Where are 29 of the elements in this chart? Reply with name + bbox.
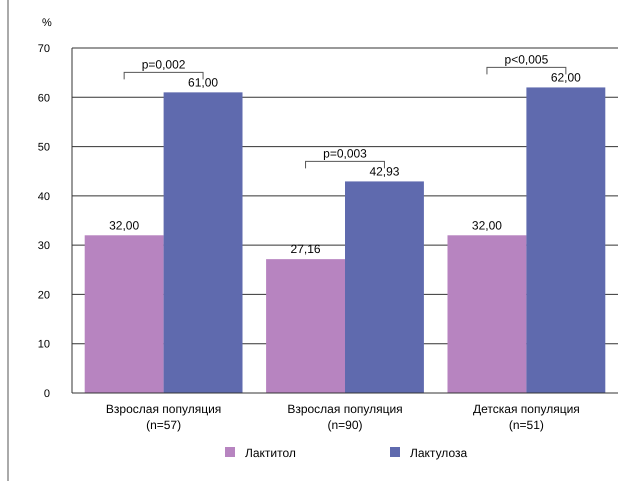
bar — [164, 92, 243, 393]
annotation: p<0,005 — [504, 52, 549, 66]
y-tick-label: 30 — [38, 240, 50, 252]
data-label: 32,00 — [472, 218, 502, 232]
data-label: 62,00 — [550, 70, 582, 84]
annotation: p=0,003 — [323, 146, 368, 160]
y-tick-label: 40 — [38, 190, 50, 203]
y-tick-label: 50 — [38, 142, 50, 154]
y-tick-label: 10 — [38, 338, 50, 351]
y-tick-label: 0 — [44, 388, 50, 400]
y-axis-title: % — [42, 17, 52, 29]
y-tick-label: 20 — [38, 289, 50, 302]
bar — [447, 235, 526, 393]
bar — [526, 87, 606, 393]
data-label: 27,16 — [290, 242, 321, 256]
bar — [84, 235, 164, 393]
data-label: 32,00 — [109, 218, 140, 232]
bar — [345, 181, 424, 393]
bar — [266, 259, 345, 393]
x-tick-label: Взрослая популяция (n=57) — [106, 402, 222, 432]
x-tick-label: Детская популяция (n=51) — [473, 402, 580, 432]
data-label: 61,00 — [188, 75, 218, 90]
x-tick-label: Взрослая популяция (n=90) — [287, 402, 403, 432]
data-label: 42,93 — [369, 164, 400, 178]
legend-label: Лактулоза — [410, 446, 468, 460]
legend-label: Лактитол — [245, 446, 296, 460]
annotation: p=0,002 — [142, 57, 186, 72]
y-tick-label: 60 — [38, 92, 50, 104]
y-tick-label: 70 — [38, 43, 50, 55]
